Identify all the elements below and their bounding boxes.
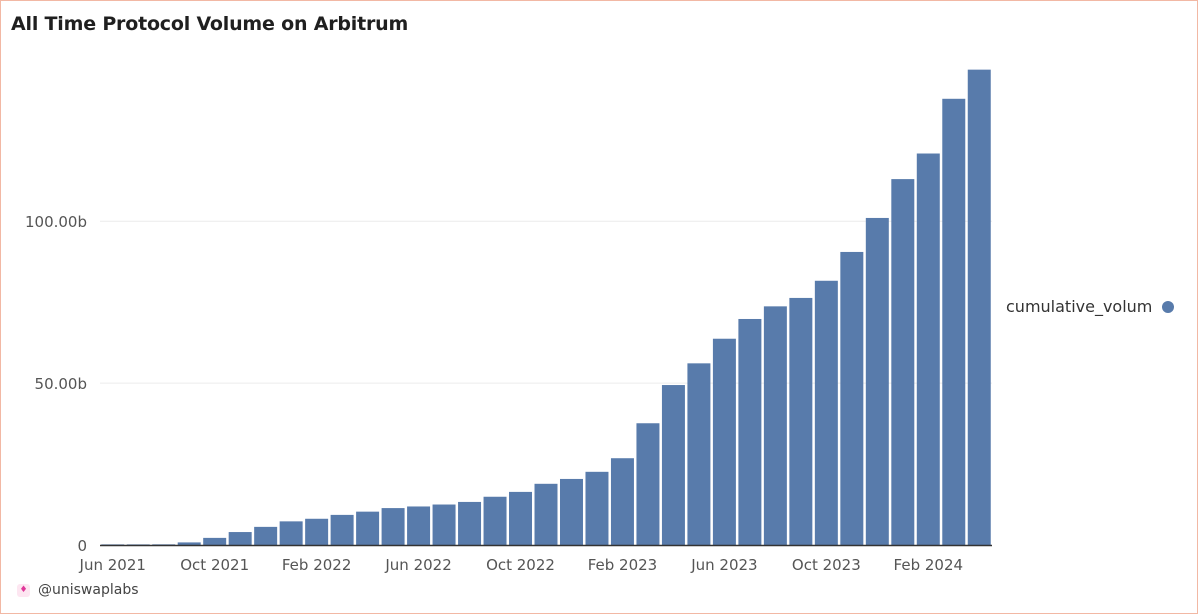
bar[interactable] [534, 483, 558, 545]
bar[interactable] [840, 251, 864, 545]
unicorn-icon: ♦ [17, 583, 30, 597]
legend-label: cumulative_volum [1006, 297, 1153, 316]
bar[interactable] [432, 504, 456, 545]
legend-dot-icon [1162, 300, 1175, 313]
bar[interactable] [356, 511, 380, 545]
bar[interactable] [279, 521, 303, 545]
x-tick-label: Feb 2024 [894, 556, 964, 574]
bar[interactable] [228, 532, 252, 545]
bar[interactable] [177, 542, 201, 545]
x-tick-label: Feb 2022 [282, 556, 352, 574]
bar[interactable] [458, 501, 482, 545]
y-tick-label: 50.00b [35, 375, 87, 393]
bar[interactable] [712, 338, 736, 545]
bar[interactable] [203, 537, 227, 545]
chart-title: All Time Protocol Volume on Arbitrum [11, 13, 409, 35]
y-tick-label: 100.00b [25, 213, 87, 231]
bar[interactable] [152, 544, 176, 545]
y-tick-label: 0 [77, 537, 87, 555]
x-tick-label: Jun 2023 [690, 556, 757, 574]
bar[interactable] [381, 508, 405, 545]
bar[interactable] [509, 491, 533, 545]
bar[interactable] [126, 544, 150, 545]
x-tick-label: Oct 2023 [792, 556, 861, 574]
bars [101, 69, 991, 546]
bar[interactable] [636, 423, 660, 545]
bar[interactable] [330, 514, 354, 545]
bar[interactable] [407, 506, 431, 545]
bar[interactable] [559, 478, 583, 545]
bar[interactable] [687, 363, 711, 545]
bar[interactable] [305, 518, 329, 545]
x-tick-label: Jun 2022 [384, 556, 451, 574]
x-tick-label: Oct 2021 [180, 556, 249, 574]
bar[interactable] [610, 458, 634, 545]
bar[interactable] [865, 217, 889, 545]
bar[interactable] [967, 69, 991, 546]
legend[interactable]: cumulative_volum [1006, 297, 1175, 316]
bar[interactable] [814, 280, 838, 545]
bar[interactable] [789, 297, 813, 545]
watermark: ♦ @uniswaplabs [17, 582, 139, 598]
bar[interactable] [763, 306, 787, 545]
x-tick-label: Jun 2021 [79, 556, 146, 574]
bar[interactable] [101, 544, 125, 545]
bar[interactable] [661, 385, 685, 545]
bar[interactable] [891, 179, 915, 545]
bar[interactable] [916, 153, 940, 545]
x-tick-label: Feb 2023 [588, 556, 658, 574]
axes: 0 50.00b 100.00b Jun 2021 Oct 2021 Feb 2022 Ju… [25, 213, 992, 574]
bar[interactable] [585, 471, 609, 545]
bar[interactable] [483, 496, 507, 545]
bar[interactable] [942, 98, 966, 545]
watermark-handle: @uniswaplabs [38, 582, 139, 598]
bar[interactable] [254, 526, 278, 545]
bar[interactable] [738, 318, 762, 545]
x-tick-label: Oct 2022 [486, 556, 555, 574]
